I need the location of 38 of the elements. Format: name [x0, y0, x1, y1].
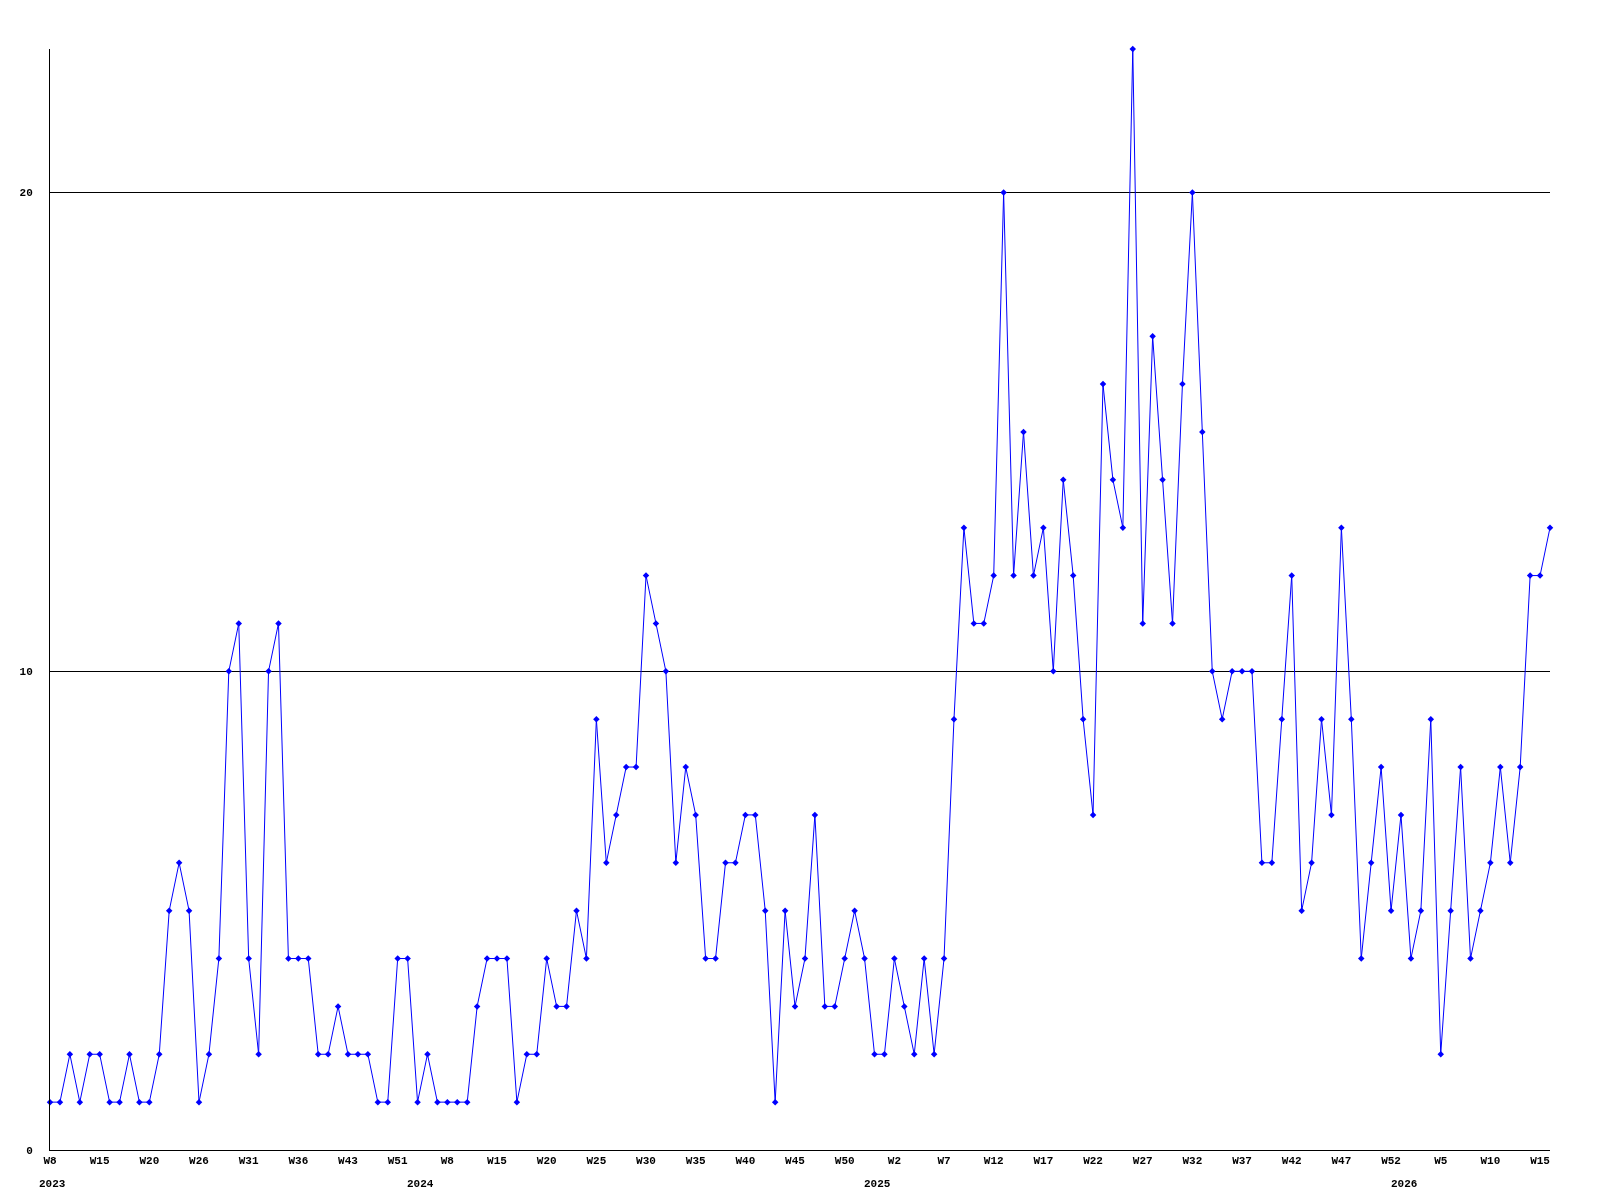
- x-tick-label: W42: [1281, 1155, 1302, 1168]
- x-tick-label: W2: [887, 1155, 901, 1168]
- x-tick-label: W20: [536, 1155, 557, 1168]
- x-tick-label: W8: [43, 1155, 57, 1168]
- x-tick-label: W7: [937, 1155, 951, 1168]
- x-tick-label: W27: [1132, 1155, 1153, 1168]
- text: 2026: [1391, 1178, 1418, 1190]
- x-tick-label: W40: [735, 1155, 756, 1168]
- x-tick-label: W43: [338, 1155, 359, 1168]
- x-tick-label: W31: [238, 1155, 259, 1168]
- x-tick-label: W36: [288, 1155, 309, 1168]
- x-tick-label: W45: [785, 1155, 806, 1168]
- x-tick-label: W12: [983, 1155, 1004, 1168]
- x-tick-label: W15: [1530, 1155, 1551, 1168]
- x-tick-label: W30: [636, 1155, 656, 1168]
- x-tick-label: W17: [1033, 1155, 1054, 1168]
- x-tick-label: W15: [89, 1155, 110, 1168]
- x-tick-label: W35: [685, 1155, 706, 1168]
- x-tick-label: W10: [1480, 1155, 1501, 1168]
- x-tick-label: W20: [139, 1155, 160, 1168]
- x-tick-label: W5: [1434, 1155, 1448, 1168]
- x-tick-label: W15: [487, 1155, 508, 1168]
- x-tick-label: W32: [1182, 1155, 1203, 1168]
- x-tick-label: W47: [1331, 1155, 1352, 1168]
- x-tick-label: W22: [1083, 1155, 1103, 1168]
- text: 2025: [864, 1178, 891, 1190]
- x-tick-label: W51: [387, 1155, 408, 1168]
- x-tick-label: W37: [1232, 1155, 1252, 1168]
- x-tick-label: W25: [586, 1155, 607, 1168]
- x-tick-label: W52: [1381, 1155, 1401, 1168]
- x-tick-label: W50: [834, 1155, 855, 1168]
- y-tick-label: 20: [19, 187, 33, 200]
- x-tick-label: W8: [440, 1155, 455, 1168]
- y-tick-label: 0: [26, 1144, 33, 1157]
- text: 2023: [39, 1178, 66, 1190]
- y-tick-label: 10: [19, 666, 33, 679]
- text: 2024: [407, 1178, 434, 1190]
- x-tick-label: W26: [189, 1155, 209, 1168]
